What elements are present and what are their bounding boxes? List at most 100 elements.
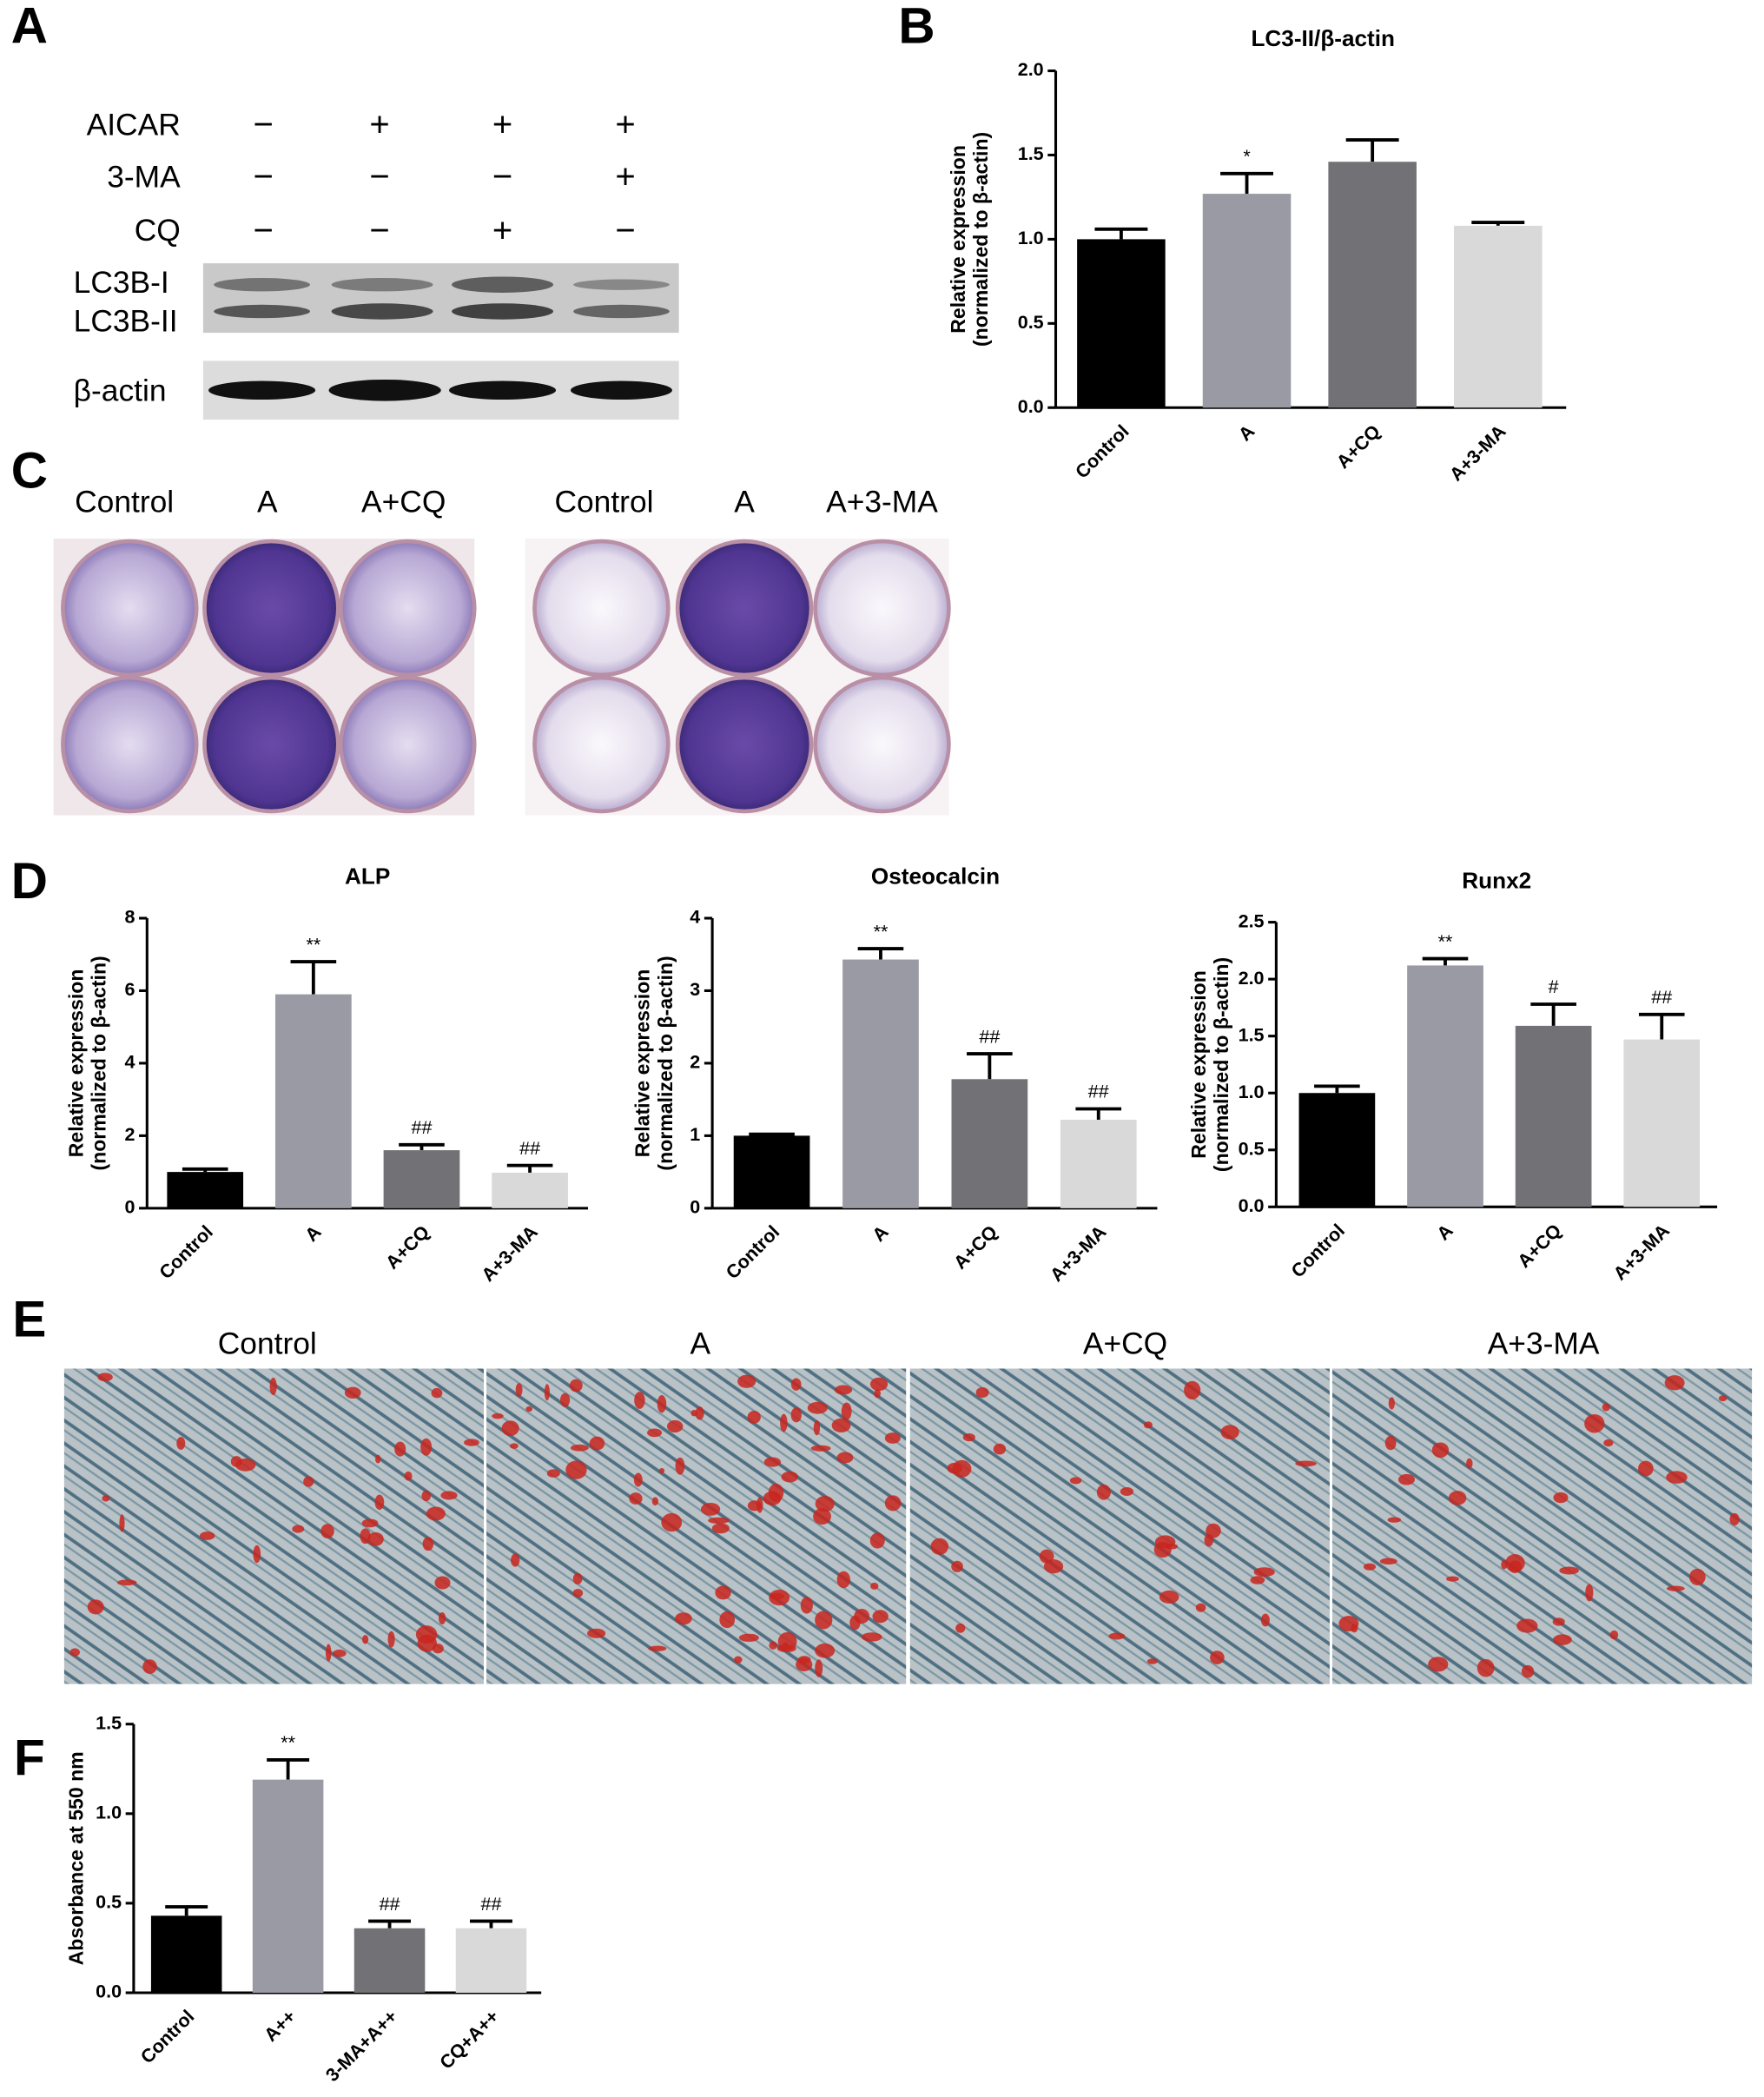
x-tick-label: A+3-MA: [478, 1221, 542, 1286]
mineral-spot: [884, 1495, 902, 1512]
bar: [252, 1779, 324, 1993]
x-tick-label: Control: [1287, 1220, 1349, 1282]
mineral-spot: [421, 1490, 431, 1502]
image-label: A+CQ: [1083, 1327, 1167, 1361]
mineral-spot: [1206, 1523, 1221, 1538]
mineral-spot: [675, 1457, 685, 1475]
mineral-spot: [1448, 1491, 1467, 1505]
mineral-spot: [69, 1648, 80, 1657]
bar: [1515, 1025, 1592, 1207]
mineral-spot: [559, 1392, 571, 1407]
mineral-spot: [737, 1374, 756, 1388]
band-label: LC3B-I: [74, 266, 169, 300]
mineral-spot: [572, 1572, 583, 1584]
x-tick-label: A+3-MA: [1609, 1220, 1674, 1285]
y-tick-label: 0.0: [1018, 396, 1044, 417]
mineral-spot: [951, 1560, 963, 1572]
mineral-spot: [747, 1411, 761, 1424]
x-tick-label: Control: [136, 2006, 198, 2067]
panel-label: E: [12, 1292, 46, 1348]
x-tick-label: A+CQ: [949, 1221, 1001, 1273]
bar: [383, 1150, 460, 1208]
mineral-spot: [116, 1579, 137, 1586]
treatment-label: AICAR: [87, 109, 181, 142]
y-axis-label: (normalized to β-actin): [654, 956, 677, 1170]
mineral-spot: [1521, 1664, 1535, 1678]
treatment-sign: −: [253, 211, 273, 249]
y-tick-label: 0.0: [1239, 1195, 1265, 1216]
significance-mark: ##: [380, 1894, 400, 1915]
band-label: β-actin: [74, 374, 167, 408]
y-tick-label: 1: [690, 1124, 700, 1145]
bar: [1298, 1093, 1376, 1207]
mineral-spot: [634, 1392, 645, 1409]
treatment-sign: +: [615, 158, 635, 196]
bar: [1202, 194, 1292, 408]
bar: [1407, 965, 1483, 1207]
mineral-spot: [1096, 1484, 1111, 1500]
mineral-spot: [1384, 1435, 1397, 1451]
mineral-spot: [492, 1412, 504, 1419]
wells: [61, 539, 951, 814]
mineral-spot: [1477, 1658, 1495, 1677]
mineral-spot: [361, 1635, 369, 1644]
mineral-spot: [870, 1582, 879, 1590]
mineral-spot: [325, 1644, 332, 1662]
significance-mark: **: [306, 934, 320, 955]
mineral-spot: [570, 1444, 589, 1452]
x-tick-label: A+3-MA: [1046, 1221, 1110, 1286]
mineral-spot: [849, 1615, 861, 1631]
significance-mark: ##: [519, 1138, 540, 1159]
mineral-spot: [1184, 1380, 1201, 1400]
chart-title: LC3-II/β-actin: [1251, 25, 1395, 51]
mineral-spot: [102, 1495, 110, 1502]
x-tick-label: Control: [1072, 420, 1133, 482]
y-tick-label: 1.5: [96, 1712, 122, 1733]
significance-mark: ##: [1088, 1082, 1109, 1102]
mineral-spot: [780, 1413, 788, 1432]
y-tick-label: 1.0: [1239, 1082, 1265, 1102]
mineral-spot: [565, 1460, 587, 1479]
y-axis-label: Absorbance at 550 nm: [64, 1751, 87, 1965]
mineral-spot: [230, 1456, 242, 1467]
mineral-spot: [675, 1612, 692, 1625]
mineral-spot: [715, 1585, 731, 1600]
mineral-spot: [841, 1402, 852, 1420]
y-axis-label: (normalized to β-actin): [969, 132, 992, 347]
mineral-spot: [333, 1649, 347, 1657]
mineral-spot: [431, 1387, 443, 1399]
significance-mark: ##: [979, 1026, 1000, 1047]
y-tick-label: 3: [690, 979, 700, 1000]
mineral-spot: [1552, 1617, 1565, 1626]
mineral-spot: [510, 1443, 519, 1449]
x-tick-label: A: [301, 1221, 326, 1246]
image-label: A+3-MA: [1488, 1327, 1600, 1361]
mineral-spot: [1363, 1563, 1377, 1571]
mineral-spot: [434, 1576, 451, 1590]
mineral-spot: [796, 1657, 813, 1671]
bar: [842, 959, 919, 1208]
mineral-spot: [769, 1641, 777, 1650]
mineral-spot: [464, 1439, 479, 1446]
treatment-sign: −: [369, 158, 389, 196]
mineral-spot: [303, 1476, 314, 1487]
mineral-spot: [1159, 1590, 1179, 1604]
treatment-label: CQ: [135, 214, 181, 248]
mineral-spot: [415, 1625, 438, 1644]
plate-label: A+3-MA: [826, 485, 938, 519]
mineral-spot: [807, 1401, 828, 1414]
mineral-spot: [1729, 1512, 1740, 1526]
y-tick-label: 4: [124, 1052, 135, 1073]
mineral-spot: [367, 1531, 384, 1546]
significance-mark: ##: [411, 1117, 432, 1138]
x-tick-label: A++: [261, 2006, 301, 2046]
y-tick-label: 2: [124, 1124, 135, 1145]
panel-label: F: [14, 1730, 45, 1786]
mineral-spot: [1666, 1471, 1688, 1484]
mineral-spot: [719, 1611, 736, 1629]
mineral-spot: [1379, 1558, 1397, 1565]
mineral-spot: [815, 1611, 833, 1630]
mineral-spot: [1466, 1458, 1473, 1469]
mineral-spot: [1552, 1634, 1572, 1645]
y-tick-label: 1.5: [1018, 143, 1044, 164]
